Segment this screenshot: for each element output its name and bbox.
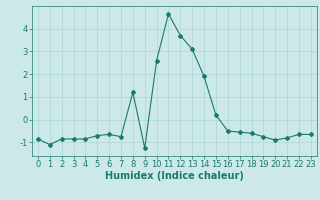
- X-axis label: Humidex (Indice chaleur): Humidex (Indice chaleur): [105, 171, 244, 181]
